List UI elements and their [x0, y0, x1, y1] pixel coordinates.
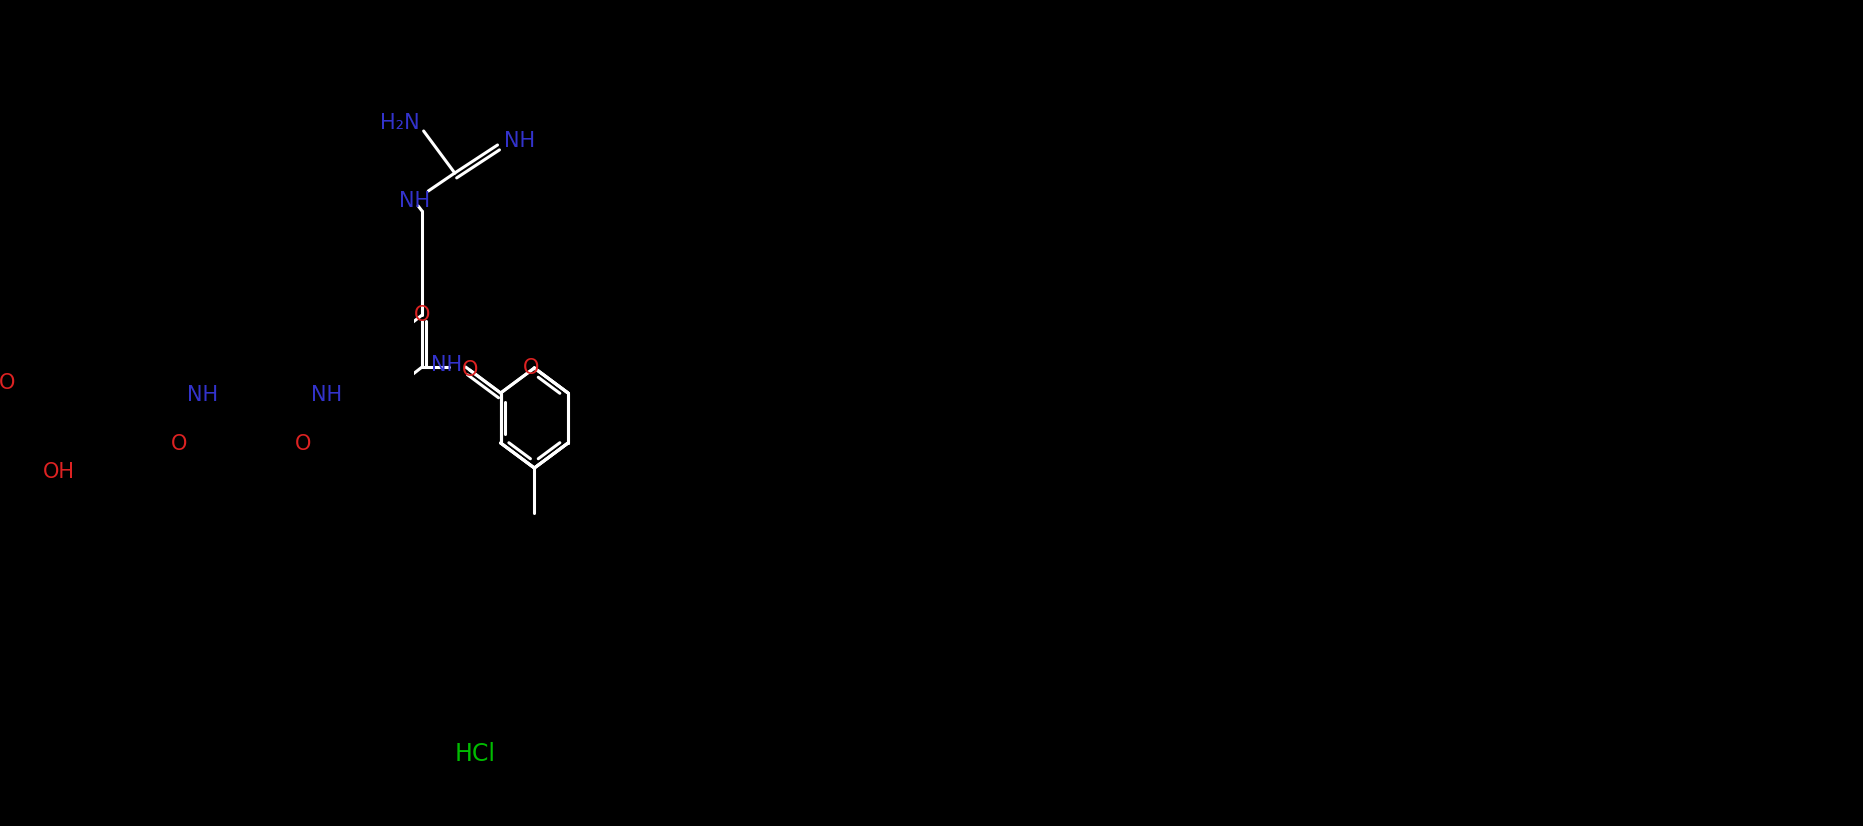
- Text: NH: NH: [186, 385, 218, 405]
- Text: O: O: [294, 434, 311, 454]
- Text: NH: NH: [311, 385, 343, 405]
- Text: O: O: [171, 434, 188, 454]
- Text: H₂N: H₂N: [380, 113, 419, 133]
- Text: OH: OH: [43, 462, 75, 482]
- Text: O: O: [524, 358, 540, 378]
- Text: O: O: [0, 373, 15, 393]
- Text: NH: NH: [430, 355, 462, 375]
- Text: HCl: HCl: [455, 742, 496, 766]
- Text: NH: NH: [503, 131, 535, 151]
- Text: O: O: [462, 360, 479, 380]
- Text: NH: NH: [399, 191, 430, 211]
- Text: O: O: [414, 305, 430, 325]
